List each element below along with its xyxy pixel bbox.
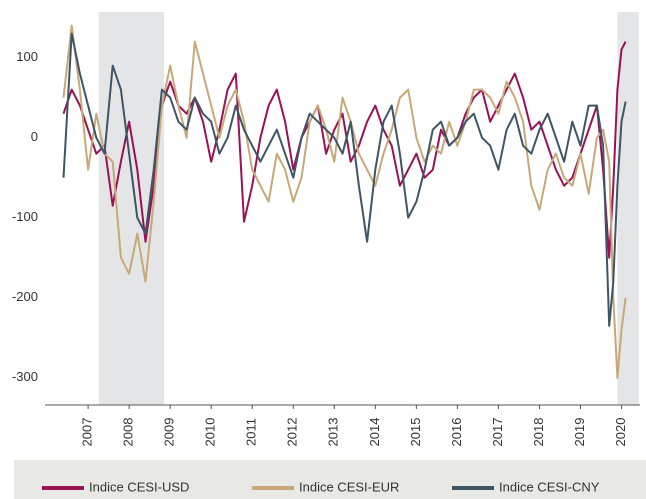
y-tick-label: -300: [12, 369, 38, 384]
recession-band: [98, 12, 164, 405]
x-tick-label: 2015: [408, 418, 423, 447]
y-tick-label: -200: [12, 289, 38, 304]
legend-label: Indice CESI-USD: [89, 479, 189, 494]
x-tick-label: 2009: [162, 418, 177, 447]
legend-background: [14, 460, 646, 499]
x-tick-label: 2012: [285, 418, 300, 447]
x-tick-label: 2013: [326, 418, 341, 447]
x-tick-label: 2016: [449, 418, 464, 447]
x-tick-label: 2010: [203, 418, 218, 447]
x-tick-label: 2018: [531, 418, 546, 447]
x-tick-label: 2011: [244, 418, 259, 446]
x-tick-label: 2020: [613, 418, 628, 447]
y-tick-label: 0: [31, 129, 38, 144]
x-tick-label: 2007: [80, 418, 95, 447]
legend-label: Indice CESI-EUR: [299, 479, 399, 494]
x-tick-label: 2017: [490, 418, 505, 447]
recession-band: [617, 12, 639, 405]
series-line: [62, 32, 627, 327]
series-line: [62, 24, 627, 379]
x-tick-label: 2019: [572, 418, 587, 447]
y-tick-label: -100: [12, 209, 38, 224]
x-tick-label: 2014: [367, 418, 382, 447]
legend-label: Indice CESI-CNY: [499, 479, 600, 494]
y-tick-label: 100: [16, 49, 38, 64]
x-tick-label: 2008: [121, 418, 136, 447]
